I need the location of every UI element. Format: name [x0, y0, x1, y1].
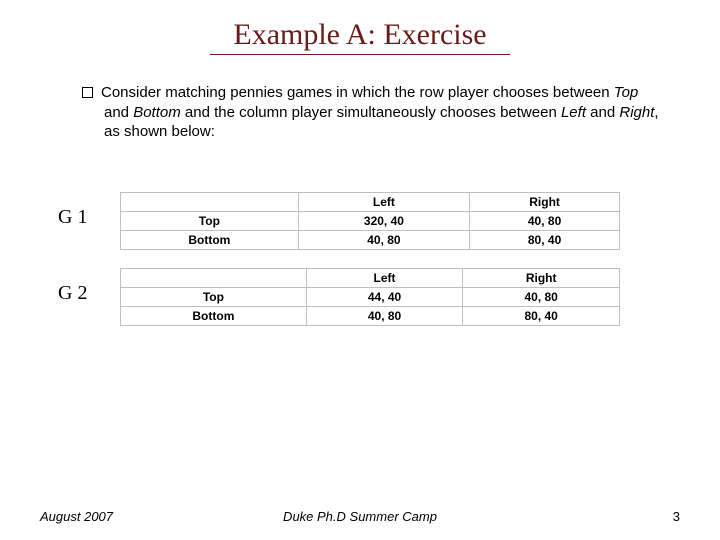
para-italic-left: Left — [561, 104, 586, 121]
payoff-cell: 40, 80 — [463, 287, 620, 306]
para-mid3: and — [586, 104, 619, 121]
footer: August 2007 Duke Ph.D Summer Camp 3 — [0, 509, 720, 524]
para-italic-bottom: Bottom — [133, 104, 181, 121]
row-header-top: Top — [121, 287, 307, 306]
game-label-1: G 1 — [50, 192, 120, 229]
footer-page-number: 3 — [673, 509, 680, 524]
bullet-square-icon — [82, 87, 93, 98]
corner-cell — [121, 268, 307, 287]
para-prefix: Consider matching pennies games in which… — [101, 84, 614, 101]
payoff-cell: 80, 40 — [463, 306, 620, 325]
para-italic-right: Right — [619, 104, 654, 121]
row-header-bottom: Bottom — [121, 230, 299, 249]
game-row-1: G 1 Left Right Top 320, 40 40, 80 Bottom… — [50, 192, 670, 250]
game-row-2: G 2 Left Right Top 44, 40 40, 80 Bottom … — [50, 268, 670, 326]
table-row: Bottom 40, 80 80, 40 — [121, 306, 620, 325]
payoff-cell: 320, 40 — [298, 211, 469, 230]
row-header-top: Top — [121, 211, 299, 230]
payoff-cell: 40, 80 — [470, 211, 620, 230]
para-italic-top: Top — [614, 84, 638, 101]
body-paragraph: Consider matching pennies games in which… — [22, 83, 720, 142]
table-row: Top 320, 40 40, 80 — [121, 211, 620, 230]
corner-cell — [121, 192, 299, 211]
title-underline — [210, 54, 510, 55]
table-row: Top 44, 40 40, 80 — [121, 287, 620, 306]
slide-title: Example A: Exercise — [0, 0, 720, 54]
game-table-1: Left Right Top 320, 40 40, 80 Bottom 40,… — [120, 192, 620, 250]
tables-area: G 1 Left Right Top 320, 40 40, 80 Bottom… — [0, 142, 720, 326]
row-header-bottom: Bottom — [121, 306, 307, 325]
payoff-cell: 44, 40 — [306, 287, 463, 306]
footer-date: August 2007 — [40, 509, 113, 524]
col-header-right: Right — [463, 268, 620, 287]
para-mid1: and — [104, 104, 133, 121]
col-header-right: Right — [470, 192, 620, 211]
table-row: Left Right — [121, 192, 620, 211]
para-mid2: and the column player simultaneously cho… — [181, 104, 561, 121]
payoff-cell: 40, 80 — [298, 230, 469, 249]
game-table-2: Left Right Top 44, 40 40, 80 Bottom 40, … — [120, 268, 620, 326]
payoff-cell: 80, 40 — [470, 230, 620, 249]
game-label-2: G 2 — [50, 268, 120, 305]
table-row: Bottom 40, 80 80, 40 — [121, 230, 620, 249]
table-row: Left Right — [121, 268, 620, 287]
payoff-cell: 40, 80 — [306, 306, 463, 325]
col-header-left: Left — [298, 192, 469, 211]
footer-title: Duke Ph.D Summer Camp — [283, 509, 437, 524]
col-header-left: Left — [306, 268, 463, 287]
